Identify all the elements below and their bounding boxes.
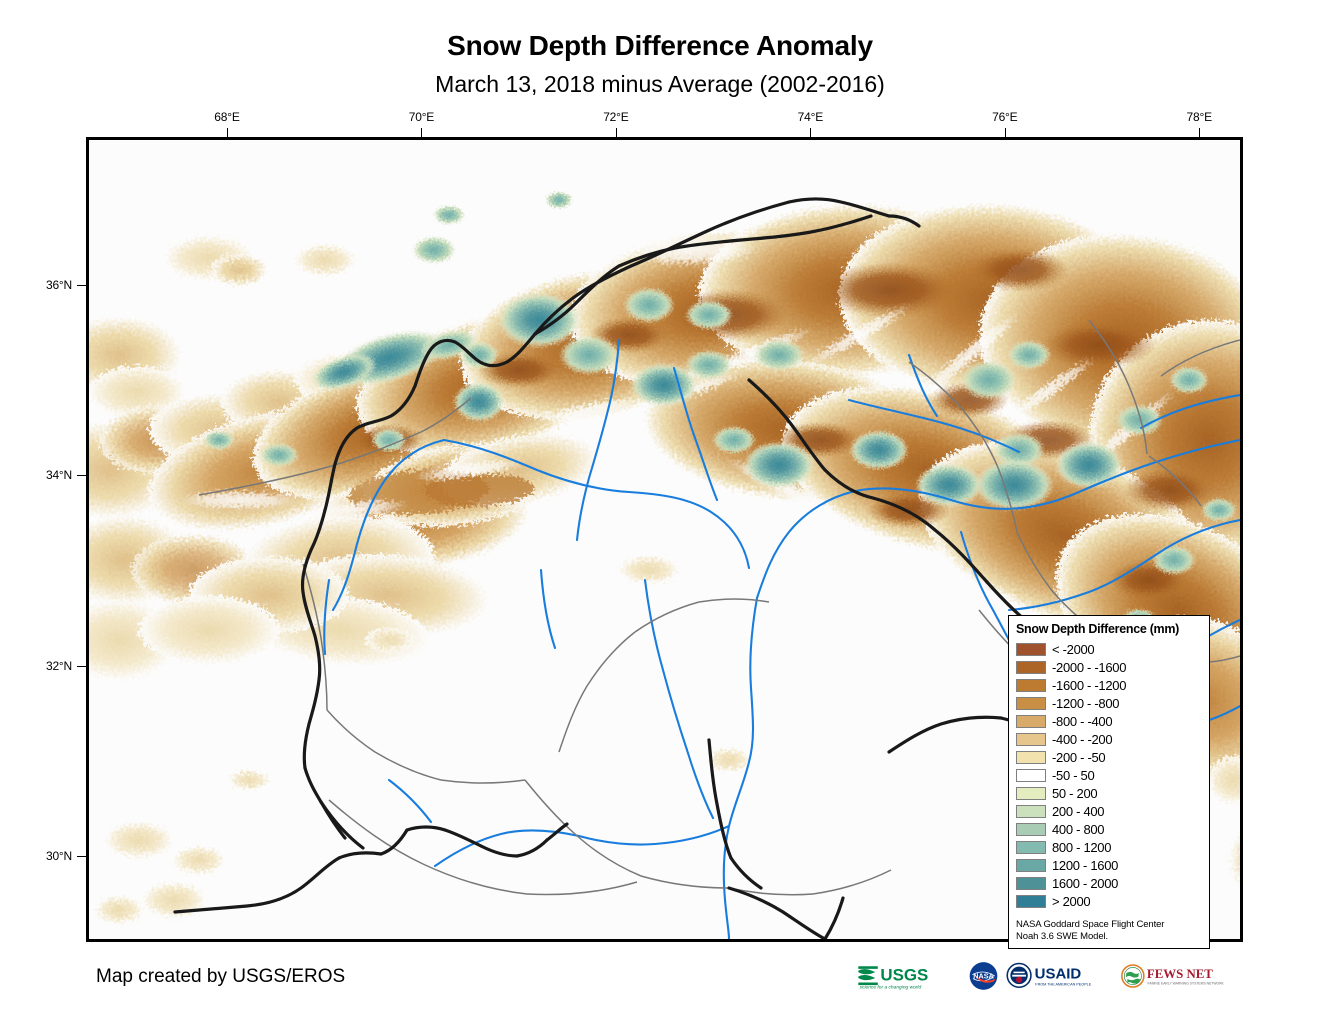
map-credit: Map created by USGS/EROS — [96, 966, 346, 987]
longitude-tick-mark — [810, 128, 812, 137]
legend-source-line-1: NASA Goddard Space Flight Center — [1016, 919, 1165, 930]
longitude-tick-mark — [1004, 128, 1006, 137]
legend-range-label: -50 - 50 — [1052, 767, 1095, 783]
legend-source-line-2: Noah 3.6 SWE Model. — [1016, 931, 1109, 942]
legend-row[interactable]: -1600 - -1200 — [1016, 676, 1203, 694]
legend-row[interactable]: 50 - 200 — [1016, 784, 1203, 802]
legend-range-label: -2000 - -1600 — [1052, 659, 1127, 675]
legend-row[interactable]: -800 - -400 — [1016, 712, 1203, 730]
legend-row[interactable]: -50 - 50 — [1016, 766, 1203, 784]
legend-color-swatch — [1016, 804, 1046, 818]
longitude-tick-label: 68°E — [214, 110, 240, 124]
svg-text:USGS: USGS — [880, 966, 928, 985]
title-block: Snow Depth Difference Anomaly March 13, … — [0, 0, 1320, 98]
latitude-tick-label: 34°N — [45, 468, 72, 483]
latitude-tick-label: 32°N — [45, 658, 72, 673]
svg-text:FEWS NET: FEWS NET — [1147, 967, 1213, 981]
legend-color-swatch — [1016, 642, 1046, 656]
legend-row[interactable]: < -2000 — [1016, 640, 1203, 658]
legend-color-swatch — [1016, 822, 1046, 836]
legend-range-label: 800 - 1200 — [1052, 839, 1112, 855]
fewsnet-logo[interactable]: FEWS NET FAMINE EARLY WARNING SYSTEMS NE… — [1120, 961, 1224, 991]
latitude-tick-mark — [77, 284, 86, 286]
latitude-tick-mark — [77, 475, 86, 477]
page-subtitle: March 13, 2018 minus Average (2002-2016) — [435, 71, 885, 97]
usgs-logo[interactable]: USGS science for a changing world — [857, 961, 961, 991]
svg-text:science for a changing world: science for a changing world — [860, 984, 922, 990]
legend-range-label: 200 - 400 — [1052, 803, 1105, 819]
latitude-tick-mark — [77, 665, 86, 667]
legend-range-label: 1200 - 1600 — [1052, 857, 1119, 873]
legend-range-label: 1600 - 2000 — [1052, 875, 1119, 891]
legend-row[interactable]: 1200 - 1600 — [1016, 856, 1203, 874]
legend-range-label: -200 - -50 — [1052, 749, 1106, 765]
legend-color-swatch — [1016, 732, 1046, 746]
legend-color-swatch — [1016, 768, 1046, 782]
longitude-tick-label: 78°E — [1186, 110, 1213, 124]
legend-color-swatch — [1016, 894, 1046, 908]
usaid-logo[interactable]: USAID FROM THE AMERICAN PEOPLE — [1006, 961, 1112, 991]
page-title: Snow Depth Difference Anomaly — [447, 30, 873, 61]
legend-color-swatch — [1016, 786, 1046, 800]
legend-range-label: -1600 - -1200 — [1052, 677, 1127, 693]
legend-color-swatch — [1016, 750, 1046, 764]
map-legend[interactable]: Snow Depth Difference (mm) < -2000 -2000 … — [1008, 615, 1210, 949]
longitude-tick-label: 72°E — [603, 110, 629, 124]
legend-row[interactable]: 400 - 800 — [1016, 820, 1203, 838]
legend-row[interactable]: 200 - 400 — [1016, 802, 1203, 820]
legend-range-label: -1200 - -800 — [1052, 695, 1120, 711]
latitude-tick-label: 36°N — [45, 277, 72, 292]
legend-source: NASA Goddard Space Flight Center Noah 3.… — [1016, 916, 1203, 943]
longitude-tick-mark — [421, 128, 423, 137]
longitude-tick-mark — [1199, 128, 1201, 137]
svg-text:USAID: USAID — [1035, 965, 1082, 982]
legend-row[interactable]: -2000 - -1600 — [1016, 658, 1203, 676]
legend-range-label: < -2000 — [1052, 641, 1095, 657]
legend-color-swatch — [1016, 714, 1046, 728]
svg-text:FROM THE AMERICAN PEOPLE: FROM THE AMERICAN PEOPLE — [1035, 982, 1091, 986]
svg-text:FAMINE EARLY WARNING SYSTEMS N: FAMINE EARLY WARNING SYSTEMS NETWORK — [1148, 982, 1224, 986]
longitude-tick-label: 74°E — [797, 110, 824, 124]
logo-strip: USGS science for a changing world NASA U… — [857, 960, 1224, 992]
legend-color-swatch — [1016, 660, 1046, 674]
legend-row[interactable]: > 2000 — [1016, 892, 1203, 910]
legend-color-swatch — [1016, 876, 1046, 890]
nasa-logo[interactable]: NASA — [969, 961, 998, 991]
svg-text:NASA: NASA — [973, 972, 994, 981]
latitude-tick-mark — [77, 856, 86, 858]
longitude-tick-label: 76°E — [992, 110, 1018, 124]
latitude-tick-label: 30°N — [45, 849, 72, 864]
legend-row[interactable]: -400 - -200 — [1016, 730, 1203, 748]
legend-row[interactable]: 1600 - 2000 — [1016, 874, 1203, 892]
legend-row[interactable]: -200 - -50 — [1016, 748, 1203, 766]
legend-range-label: -400 - -200 — [1052, 731, 1113, 747]
legend-color-swatch — [1016, 858, 1046, 872]
legend-entries: < -2000 -2000 - -1600 -1600 - -1200 -1200 -… — [1016, 640, 1203, 910]
legend-color-swatch — [1016, 840, 1046, 854]
longitude-tick-mark — [226, 128, 228, 137]
legend-color-swatch — [1016, 696, 1046, 710]
longitude-tick-mark — [615, 128, 617, 137]
legend-range-label: -800 - -400 — [1052, 713, 1113, 729]
legend-title: Snow Depth Difference (mm) — [1016, 622, 1180, 636]
legend-range-label: 400 - 800 — [1052, 821, 1105, 837]
longitude-tick-label: 70°E — [408, 110, 435, 124]
map-raster — [89, 140, 1240, 939]
legend-row[interactable]: 800 - 1200 — [1016, 838, 1203, 856]
legend-color-swatch — [1016, 678, 1046, 692]
legend-row[interactable]: -1200 - -800 — [1016, 694, 1203, 712]
legend-range-label: > 2000 — [1052, 893, 1091, 909]
legend-range-label: 50 - 200 — [1052, 785, 1098, 801]
